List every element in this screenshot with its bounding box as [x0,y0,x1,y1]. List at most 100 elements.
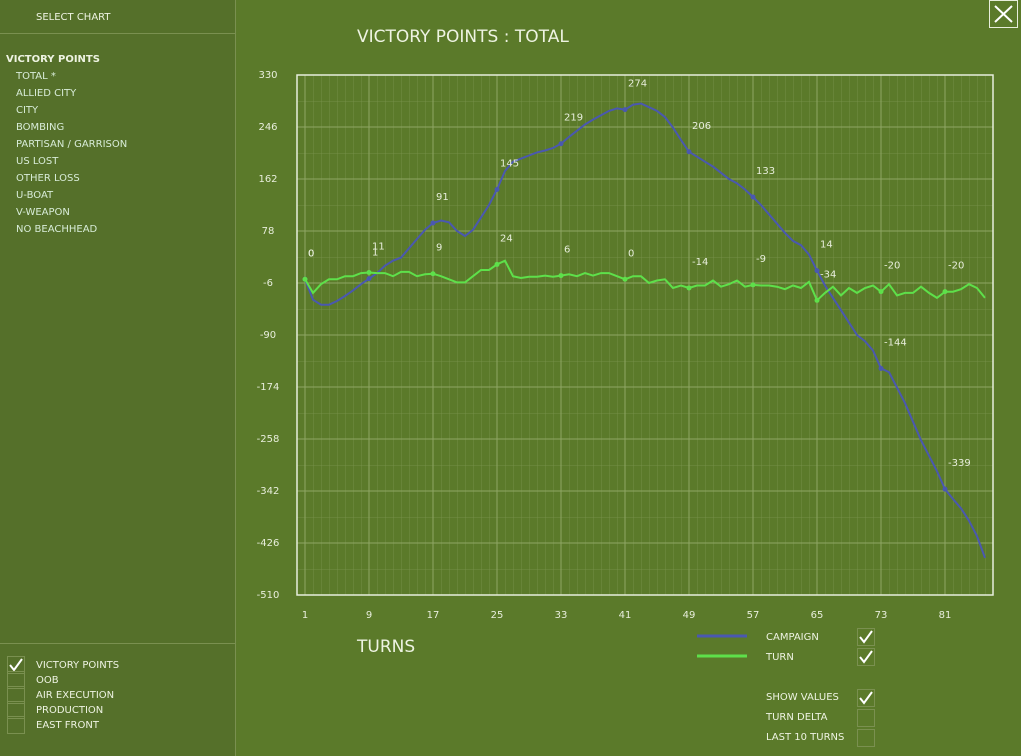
x-tick-label: 1 [302,610,308,621]
checkbox[interactable] [7,701,25,719]
data-point [558,273,564,279]
checkbox[interactable] [857,628,875,646]
data-label: 6 [564,245,570,256]
chart-option[interactable]: PARTISAN / GARRISON [16,139,127,150]
option-label[interactable]: SHOW VALUES [766,692,839,703]
checkbox[interactable] [7,716,25,734]
x-tick-label: 49 [683,610,696,621]
close-icon[interactable] [994,5,1013,23]
data-point [814,297,820,303]
data-label: 14 [820,240,833,251]
data-point [622,276,628,282]
data-label: 11 [372,241,385,252]
chart-option[interactable]: BOMBING [16,122,64,133]
data-label: -14 [692,257,708,268]
chart-title: VICTORY POINTS : TOTAL [357,27,569,47]
checkbox[interactable] [857,689,875,707]
chart-option[interactable]: NO BEACHHEAD [16,224,98,235]
data-label: -144 [884,337,907,348]
data-label: 274 [628,79,647,90]
checkbox[interactable] [857,729,875,747]
sidebar [0,0,235,756]
data-point [430,271,436,277]
y-tick-label: -174 [257,382,280,393]
chart-option[interactable]: TOTAL * [15,71,56,82]
x-tick-label: 25 [491,610,504,621]
chart-type-label[interactable]: VICTORY POINTS [36,660,119,671]
chart-option[interactable]: V-WEAPON [16,207,70,218]
option-label[interactable]: TURN DELTA [765,712,828,723]
x-tick-label: 17 [427,610,440,621]
x-axis-label: TURNS [356,637,415,657]
y-tick-label: -510 [257,590,280,601]
y-tick-label: -426 [257,538,280,549]
data-label: 91 [436,192,449,203]
checkbox[interactable] [857,709,875,727]
data-point [878,365,884,371]
y-tick-label: 78 [262,226,275,237]
plot-frame [296,74,994,596]
data-point [622,107,628,113]
data-point [750,282,756,288]
checkbox[interactable] [7,686,25,704]
legend-label: CAMPAIGN [766,632,819,643]
check-mark[interactable] [859,691,873,705]
data-point [878,289,884,295]
data-label: 0 [308,248,314,259]
data-point [430,220,436,226]
x-tick-label: 41 [619,610,632,621]
chart-type-label[interactable]: PRODUCTION [36,705,103,716]
chart-option[interactable]: ALLIED CITY [16,88,77,99]
checkbox[interactable] [857,648,875,666]
option-label[interactable]: LAST 10 TURNS [766,732,844,743]
data-point [942,289,948,295]
data-label: -339 [948,458,971,469]
data-label: -34 [820,269,836,280]
data-label: 1 [372,248,378,259]
x-tick-label: 57 [747,610,760,621]
chart-type-label[interactable]: OOB [36,675,59,686]
legend-label: TURN [765,652,794,663]
checkbox[interactable] [7,656,25,674]
chart-option[interactable]: OTHER LOSS [16,173,80,184]
data-label: 24 [500,233,513,244]
data-label: 219 [564,113,583,124]
data-point [686,149,692,155]
data-point [558,141,564,147]
data-point [494,187,500,193]
chart-option[interactable]: U-BOAT [16,190,54,201]
chart-type-label[interactable]: EAST FRONT [36,720,100,731]
y-tick-label: -342 [257,486,280,497]
data-label: -9 [756,254,766,265]
x-tick-label: 33 [555,610,568,621]
close-box[interactable] [989,0,1018,28]
y-tick-label: 330 [258,70,277,81]
data-label: 206 [692,121,711,132]
y-tick-label: -6 [263,278,273,289]
data-point [942,486,948,492]
chart-option[interactable]: CITY [16,105,39,116]
chart-option[interactable]: US LOST [16,156,59,167]
y-tick-label: 162 [258,174,277,185]
checkbox[interactable] [7,671,25,689]
data-label: -20 [884,261,900,272]
y-tick-label: -90 [260,330,276,341]
data-label: 0 [628,248,634,259]
data-point [814,268,820,274]
series-line [304,259,986,302]
x-tick-label: 9 [366,610,372,621]
close-button[interactable] [989,0,1018,28]
data-point [366,269,372,275]
check-mark[interactable] [9,658,23,672]
chart-type-label[interactable]: AIR EXECUTION [36,690,114,701]
sidebar-header: SELECT CHART [36,12,111,23]
data-point [494,261,500,267]
data-point [750,194,756,200]
group-header: VICTORY POINTS [6,54,100,65]
check-mark[interactable] [859,630,873,644]
data-label: 0 [308,248,314,259]
x-tick-label: 73 [875,610,888,621]
check-mark[interactable] [859,650,873,664]
